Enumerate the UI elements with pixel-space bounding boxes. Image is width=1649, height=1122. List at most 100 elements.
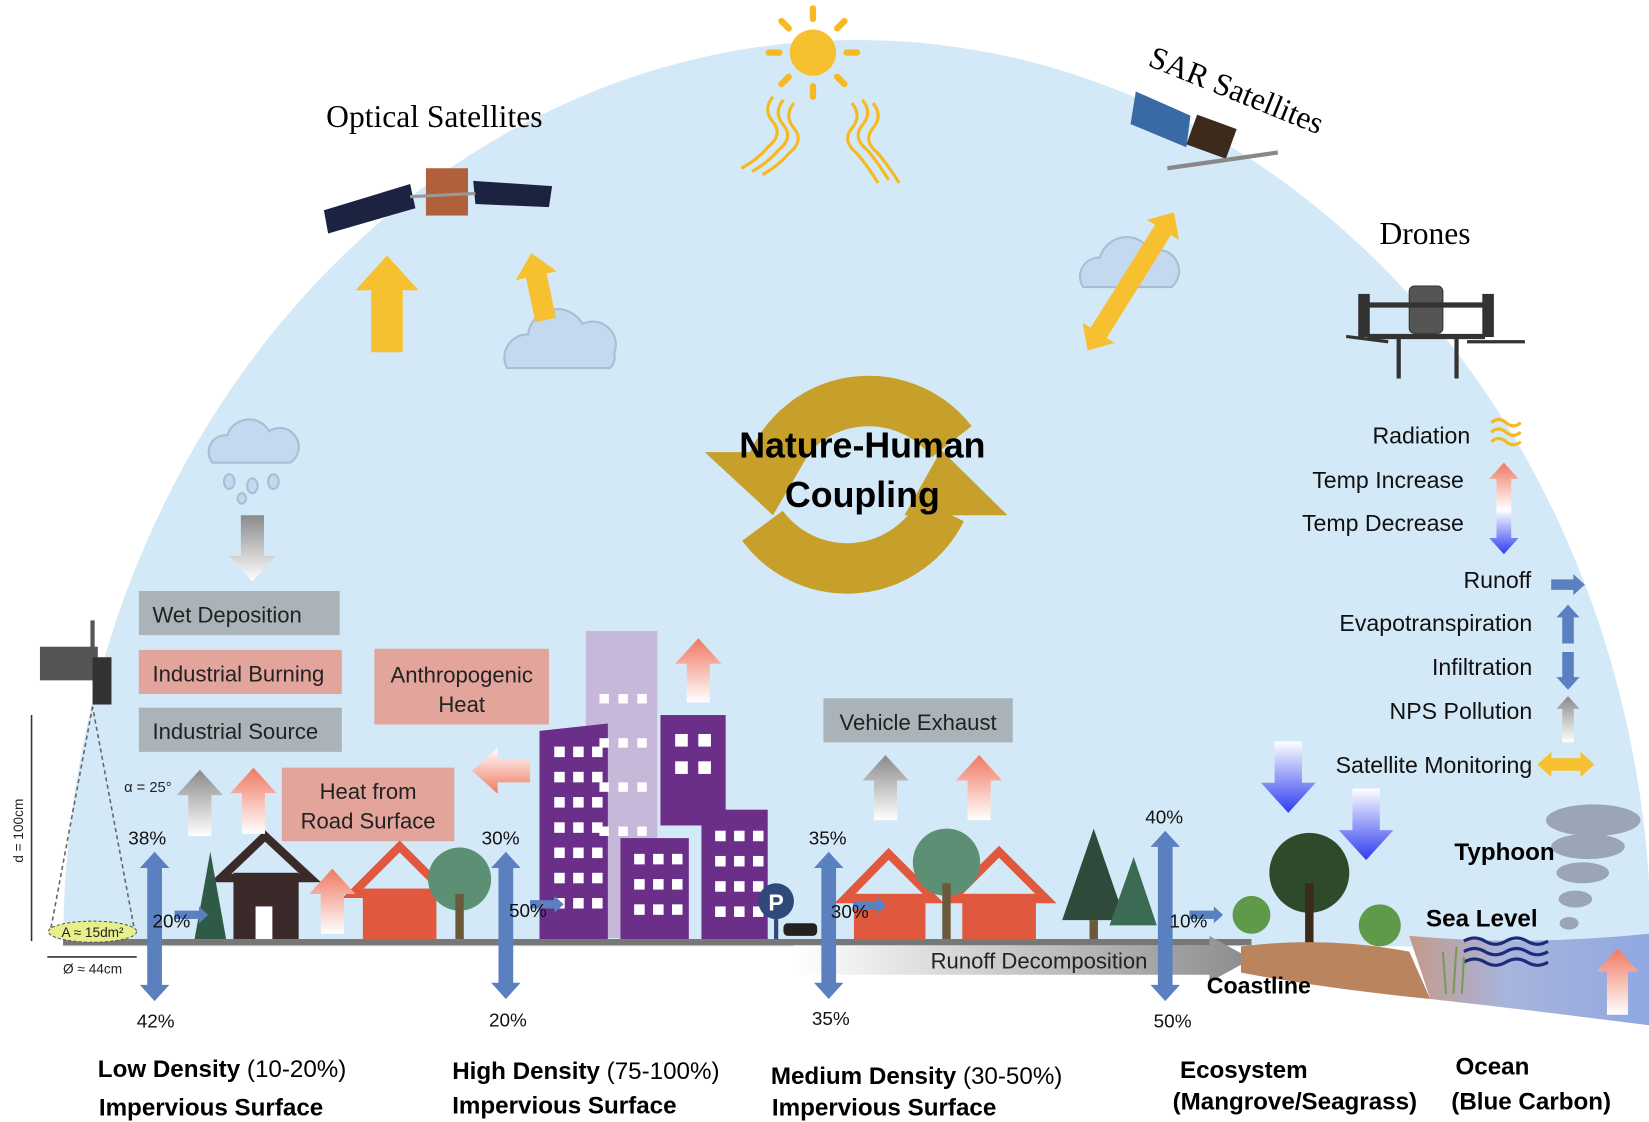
arrow <box>230 767 277 834</box>
sensor-height: d = 100cm <box>11 799 26 863</box>
double-arrow <box>491 851 521 999</box>
zone-range: (75-100%) <box>607 1058 720 1085</box>
window <box>618 782 628 792</box>
process-label: Industrial Burning <box>152 661 324 686</box>
arrow <box>1596 948 1639 1015</box>
window <box>599 826 609 836</box>
optical-satellite <box>323 168 553 234</box>
arrow <box>309 868 356 934</box>
sensor-angle: α = 25° <box>124 780 172 796</box>
zone-range: (10-20%) <box>247 1056 346 1083</box>
double-arrow <box>1537 751 1595 778</box>
zone-subtitle: (Blue Carbon) <box>1451 1088 1611 1115</box>
arrow <box>1338 788 1394 861</box>
process-box <box>138 707 342 752</box>
rain-gauge <box>30 620 138 958</box>
radiation-waves <box>740 95 901 184</box>
sensor-area: A ≈ 15dm² <box>61 925 124 940</box>
cycle-arrowhead <box>704 452 810 516</box>
legend-label: Evapotranspiration <box>1339 610 1532 636</box>
window <box>653 904 664 915</box>
arrow <box>1489 510 1519 555</box>
double-arrow <box>813 851 844 999</box>
window <box>634 904 645 915</box>
window <box>752 830 764 842</box>
process-box <box>138 649 342 695</box>
percent-label: 50% <box>509 901 547 922</box>
percent-label: 38% <box>128 828 166 849</box>
window <box>752 906 764 917</box>
window <box>734 830 745 842</box>
arrow <box>1489 462 1519 510</box>
process-label: Anthropogenic <box>390 662 532 687</box>
window <box>592 898 603 909</box>
window <box>554 822 565 833</box>
runoff-arrow <box>794 935 1252 983</box>
window <box>637 782 647 792</box>
arrow <box>1556 651 1580 690</box>
double-arrow <box>139 851 170 1002</box>
window <box>573 771 584 783</box>
zone-subtitle: Impervious Surface <box>99 1095 323 1122</box>
arrow <box>1189 906 1224 924</box>
double-arrow <box>1082 212 1180 351</box>
coastline-label: Coastline <box>1207 973 1311 999</box>
process-label: Wet Deposition <box>152 603 301 628</box>
window <box>752 855 764 867</box>
parking: P <box>758 883 818 941</box>
sensor-diameter: Ø ≈ 44cm <box>63 962 122 977</box>
arrow <box>862 755 909 821</box>
window <box>672 879 683 890</box>
window <box>698 733 711 747</box>
percent-label: 30% <box>831 902 869 923</box>
window <box>573 746 584 758</box>
arrow <box>852 896 887 914</box>
process-label: Road Surface <box>301 809 436 834</box>
sea-waves <box>1463 936 1549 967</box>
window <box>634 879 645 890</box>
window <box>592 746 603 758</box>
window <box>715 855 726 867</box>
process-box <box>138 590 340 636</box>
window <box>653 853 664 865</box>
window <box>618 826 628 836</box>
radiation-icon <box>1490 417 1522 447</box>
arrow <box>675 638 722 703</box>
seagrass <box>1441 946 1465 994</box>
window <box>675 761 688 774</box>
legend-label: NPS Pollution <box>1390 698 1533 724</box>
window <box>554 847 565 859</box>
typhoon-label: Typhoon <box>1454 839 1554 866</box>
window <box>573 847 584 859</box>
center-label: Nature-Human <box>739 425 985 465</box>
clouds <box>207 236 1181 505</box>
legend-label: Radiation <box>1372 423 1470 449</box>
percent-label: 20% <box>152 911 190 932</box>
window <box>698 761 711 774</box>
arrow <box>530 895 564 913</box>
zone-subtitle: Impervious Surface <box>772 1095 996 1122</box>
window <box>592 822 603 833</box>
drone <box>1345 285 1525 379</box>
window <box>715 830 726 842</box>
percent-label: 20% <box>489 1010 527 1031</box>
percent-label: 35% <box>812 1009 850 1030</box>
double-arrow <box>1150 830 1180 1002</box>
zone-subtitle: (Mangrove/Seagrass) <box>1173 1088 1418 1115</box>
arrow <box>355 255 419 353</box>
window <box>675 733 688 747</box>
legend-label: Runoff <box>1463 567 1531 593</box>
legend-label: Temp Increase <box>1312 467 1464 493</box>
process-box <box>374 648 549 725</box>
trees <box>194 828 1401 957</box>
coast <box>1240 942 1431 999</box>
percent-label: 40% <box>1145 807 1183 828</box>
legend-label: Satellite Monitoring <box>1336 752 1533 778</box>
cycle-arrowhead <box>904 450 1008 516</box>
process-box <box>281 767 455 842</box>
zone-range: (30-50%) <box>963 1063 1062 1090</box>
ground <box>63 939 1252 946</box>
sun <box>765 5 861 100</box>
window <box>573 872 584 884</box>
